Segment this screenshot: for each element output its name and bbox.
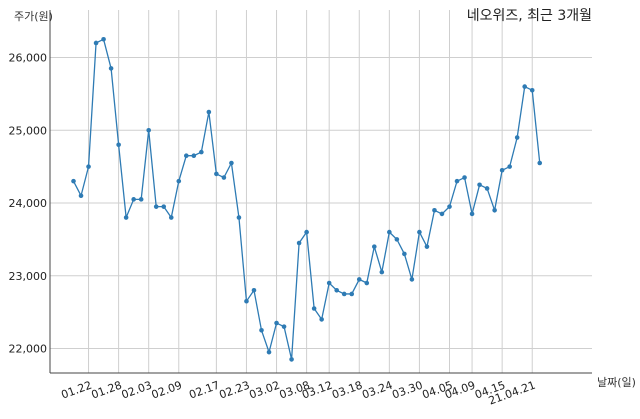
data-point: [281, 324, 287, 329]
data-point: [349, 291, 355, 297]
data-point: [168, 215, 174, 220]
data-point: [251, 288, 257, 293]
data-point: [522, 84, 527, 89]
data-point: [424, 244, 430, 249]
data-point: [417, 229, 422, 235]
data-point: [108, 66, 114, 71]
data-point: [296, 240, 302, 246]
x-tick-label: 03.24: [360, 379, 394, 402]
data-point: [214, 171, 219, 177]
data-point: [86, 164, 91, 169]
axes: [49, 10, 592, 374]
y-tick-labels: 22,000 23,000 24,000 25,000 26,000: [9, 52, 48, 356]
data-point: [146, 127, 151, 133]
data-point: [514, 135, 520, 140]
data-point: [71, 178, 76, 184]
data-point: [153, 204, 159, 209]
y-tick-label: 26,000: [9, 52, 48, 65]
data-point: [93, 40, 99, 46]
data-point: [499, 167, 505, 173]
data-point: [356, 277, 362, 282]
data-point: [507, 164, 512, 169]
grid-lines: [50, 10, 592, 373]
data-point: [447, 204, 452, 209]
data-point: [206, 109, 212, 115]
x-tick-label: 03.30: [390, 379, 424, 402]
data-point: [101, 37, 106, 42]
data-point: [123, 215, 129, 220]
data-point: [266, 349, 272, 355]
data-point: [364, 280, 370, 286]
data-point: [537, 160, 543, 166]
y-tick-label: 23,000: [9, 270, 48, 283]
data-point: [274, 320, 279, 326]
data-point: [484, 186, 490, 191]
y-tick-label: 24,000: [9, 197, 48, 210]
data-point: [131, 197, 136, 202]
data-point: [402, 251, 407, 257]
x-tick-label: 01.22: [60, 379, 94, 402]
data-point: [78, 193, 84, 199]
data-point: [462, 175, 467, 180]
data-point: [199, 149, 204, 155]
data-point: [341, 291, 347, 297]
data-point: [326, 280, 332, 286]
x-tick-label: 02.03: [120, 379, 154, 402]
data-point: [439, 211, 445, 217]
data-point: [311, 306, 317, 311]
data-point: [529, 87, 535, 93]
data-point: [432, 207, 437, 213]
data-point: [304, 229, 309, 235]
y-tick-label: 25,000: [9, 124, 48, 137]
data-point: [236, 215, 242, 220]
data-point: [334, 288, 340, 293]
data-point: [289, 357, 294, 362]
data-point: [229, 160, 234, 166]
data-point: [221, 175, 227, 180]
data-point: [191, 153, 197, 159]
data-point: [319, 317, 324, 322]
y-axis-label: 주가(원): [14, 10, 53, 23]
x-tick-label: 02.09: [150, 379, 184, 402]
data-point: [372, 244, 377, 249]
data-point: [387, 229, 392, 235]
x-tick-label: 03.18: [330, 379, 364, 402]
data-point: [176, 178, 182, 184]
y-tick-label: 22,000: [9, 343, 48, 356]
x-tick-label: 02.17: [187, 379, 221, 402]
data-point: [477, 182, 482, 188]
x-axis-label: 날짜(일): [597, 375, 636, 389]
data-point: [244, 298, 249, 304]
data-point: [161, 204, 167, 209]
x-tick-label: 03.02: [248, 379, 282, 402]
data-point: [379, 269, 385, 275]
chart-title: 네오위즈, 최근 3개월: [467, 8, 592, 24]
x-tick-label: 01.28: [90, 379, 124, 402]
x-tick-label: 02.23: [217, 379, 251, 402]
data-point: [454, 178, 460, 184]
data-point: [138, 197, 144, 202]
data-point: [469, 211, 475, 217]
data-point: [394, 237, 400, 242]
data-point: [184, 153, 189, 159]
data-point: [259, 328, 264, 333]
data-point: [116, 142, 121, 148]
price-series-points: [71, 37, 543, 362]
data-point: [409, 277, 415, 282]
data-point: [492, 207, 497, 213]
